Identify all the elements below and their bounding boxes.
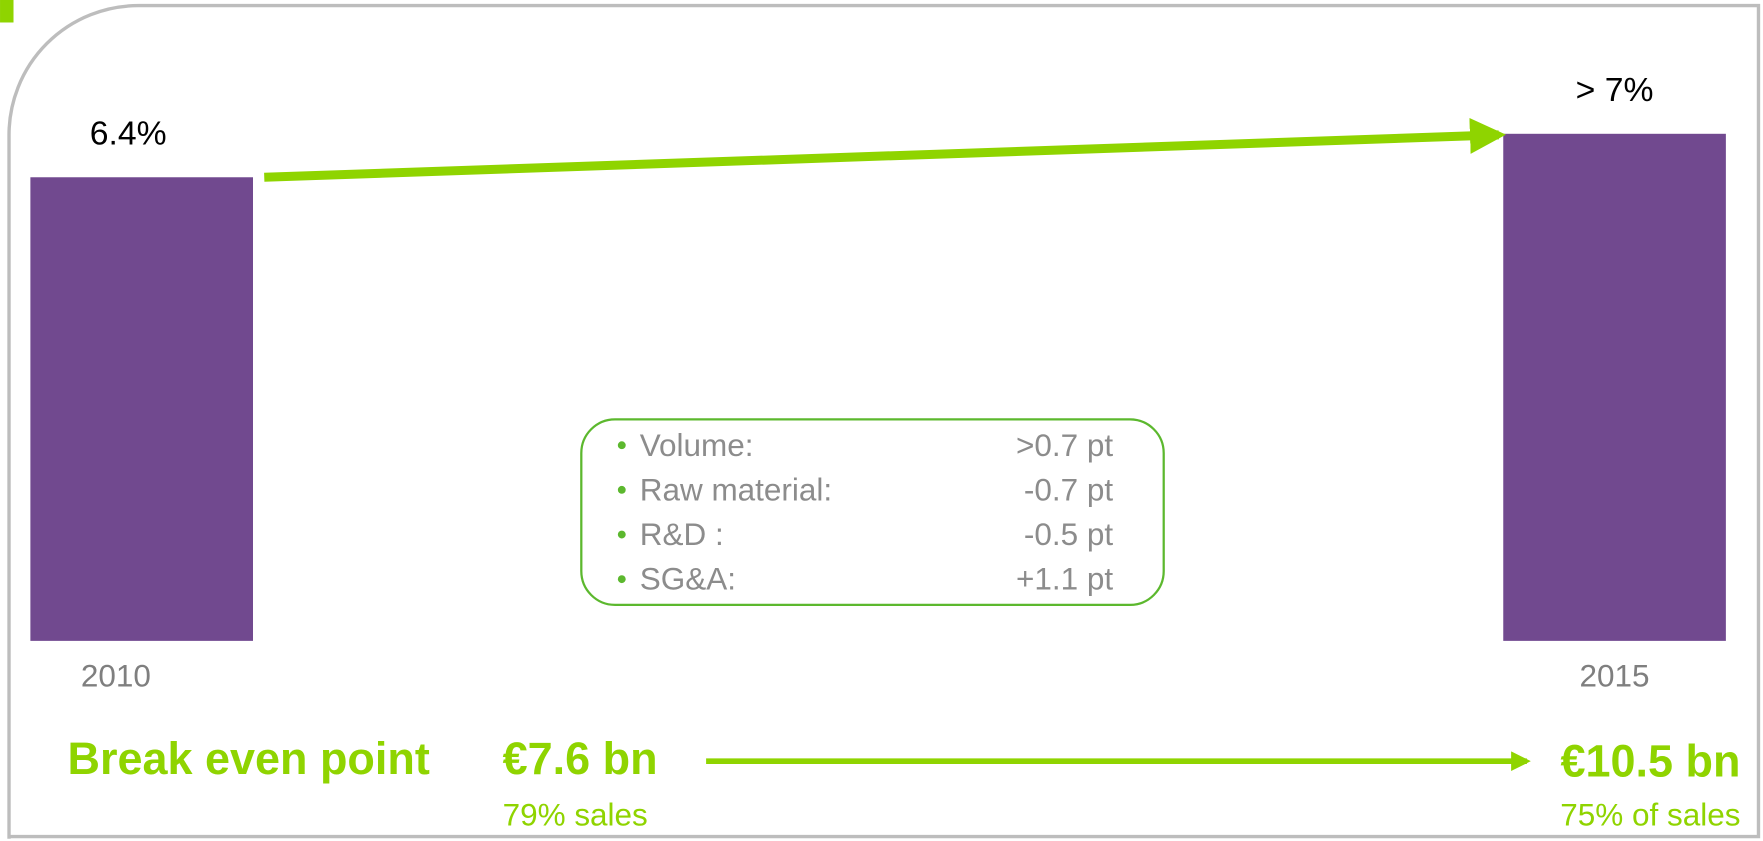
- x-tick-label: 2015: [1580, 658, 1650, 693]
- breakeven-from-note: 79% sales: [503, 798, 648, 833]
- driver-label: Volume:: [640, 428, 754, 463]
- driver-value: -0.7 pt: [1024, 472, 1113, 507]
- breakeven-label: Break even point: [67, 733, 429, 784]
- breakeven-to-note: 75% of sales: [1560, 798, 1740, 833]
- trend-arrow: [264, 117, 1506, 182]
- value-label: 6.4%: [90, 115, 167, 153]
- driver-value: -0.5 pt: [1024, 517, 1113, 552]
- bar: [30, 177, 253, 641]
- value-label: > 7%: [1576, 71, 1654, 109]
- bullet: [617, 575, 626, 584]
- driver-value: >0.7 pt: [1016, 428, 1113, 463]
- bullet: [617, 530, 626, 539]
- drivers-box: [580, 418, 1165, 607]
- corner-mark: [0, 0, 14, 23]
- driver-value: +1.1 pt: [1016, 562, 1113, 597]
- bullet: [617, 485, 626, 494]
- bullet: [617, 441, 626, 450]
- driver-label: R&D :: [640, 517, 724, 552]
- breakeven-from: €7.6 bn: [503, 733, 658, 784]
- driver-label: Raw material:: [640, 472, 832, 507]
- bar: [1503, 133, 1726, 641]
- breakeven-to: €10.5 bn: [1561, 735, 1741, 786]
- frame: [7, 3, 1761, 839]
- driver-label: SG&A:: [640, 562, 736, 597]
- x-tick-label: 2010: [81, 658, 151, 693]
